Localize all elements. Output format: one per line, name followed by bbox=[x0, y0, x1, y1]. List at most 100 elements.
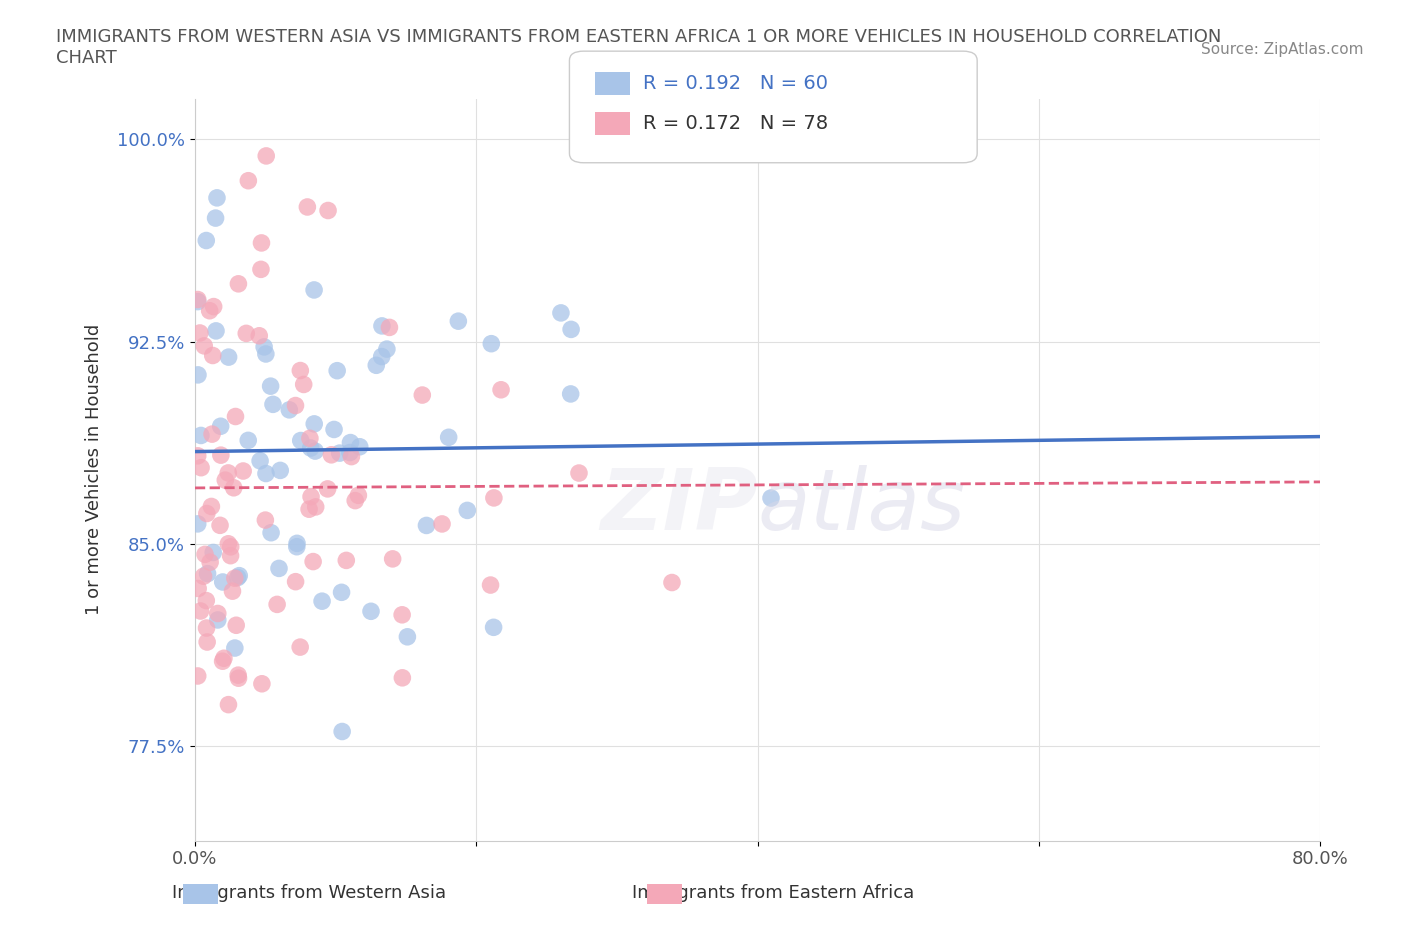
Point bbox=[302, 554, 325, 569]
Point bbox=[339, 435, 361, 450]
Point bbox=[228, 568, 250, 583]
Point bbox=[284, 574, 307, 589]
Point bbox=[188, 326, 211, 340]
Point bbox=[330, 585, 353, 600]
Point bbox=[207, 613, 229, 628]
Point bbox=[238, 433, 260, 448]
Point bbox=[447, 313, 470, 328]
Point bbox=[415, 518, 437, 533]
Point bbox=[568, 466, 591, 481]
Point bbox=[311, 593, 333, 608]
Point bbox=[195, 233, 218, 248]
Point bbox=[195, 593, 218, 608]
Point bbox=[254, 466, 277, 481]
Point bbox=[202, 299, 225, 314]
Point bbox=[201, 348, 224, 363]
Point bbox=[190, 604, 212, 618]
Point bbox=[232, 463, 254, 478]
Point bbox=[198, 555, 221, 570]
Point bbox=[316, 482, 339, 497]
Point bbox=[187, 516, 209, 531]
Point bbox=[193, 339, 215, 353]
Point bbox=[212, 651, 235, 666]
Point bbox=[411, 388, 433, 403]
Point bbox=[250, 235, 273, 250]
Point bbox=[259, 379, 281, 393]
Point bbox=[298, 502, 321, 517]
Point bbox=[479, 337, 502, 352]
Point bbox=[198, 303, 221, 318]
Point bbox=[290, 433, 312, 448]
Point bbox=[366, 358, 388, 373]
Point bbox=[396, 630, 419, 644]
Point bbox=[218, 350, 240, 365]
Point bbox=[285, 536, 308, 551]
Point bbox=[299, 441, 322, 456]
Point bbox=[254, 347, 277, 362]
Point bbox=[266, 597, 288, 612]
Point bbox=[247, 328, 270, 343]
Text: R = 0.192   N = 60: R = 0.192 N = 60 bbox=[643, 74, 828, 93]
Point bbox=[254, 512, 277, 527]
Point bbox=[221, 584, 243, 599]
Point bbox=[200, 499, 222, 514]
Point bbox=[278, 403, 301, 418]
Point bbox=[190, 460, 212, 475]
Point bbox=[285, 539, 308, 554]
Point bbox=[391, 607, 413, 622]
Point bbox=[217, 466, 239, 481]
Point bbox=[187, 669, 209, 684]
Point bbox=[195, 620, 218, 635]
Text: R = 0.172   N = 78: R = 0.172 N = 78 bbox=[643, 114, 828, 133]
Point bbox=[260, 525, 283, 540]
Text: Immigrants from Eastern Africa: Immigrants from Eastern Africa bbox=[633, 884, 914, 902]
Point bbox=[204, 211, 226, 226]
Point bbox=[560, 387, 582, 402]
Point bbox=[211, 575, 233, 590]
Point bbox=[250, 676, 273, 691]
Text: atlas: atlas bbox=[758, 465, 966, 549]
Point bbox=[228, 276, 250, 291]
Point bbox=[560, 322, 582, 337]
Point bbox=[187, 367, 209, 382]
Point bbox=[759, 491, 782, 506]
Point bbox=[194, 547, 217, 562]
Point bbox=[305, 499, 328, 514]
Point bbox=[302, 283, 325, 298]
Point bbox=[479, 578, 502, 592]
Point bbox=[326, 364, 349, 379]
Point bbox=[235, 326, 257, 340]
Point bbox=[187, 292, 209, 307]
Point bbox=[226, 668, 249, 683]
Point bbox=[222, 480, 245, 495]
Point bbox=[339, 445, 361, 460]
Point bbox=[482, 620, 505, 635]
Point bbox=[262, 397, 284, 412]
Point bbox=[211, 654, 233, 669]
Point bbox=[187, 581, 209, 596]
Point bbox=[316, 203, 339, 218]
Point bbox=[288, 640, 311, 655]
Point bbox=[187, 448, 209, 463]
Point bbox=[344, 493, 367, 508]
Point bbox=[207, 606, 229, 621]
Point bbox=[456, 503, 478, 518]
Point bbox=[391, 671, 413, 685]
Point bbox=[297, 200, 319, 215]
Point bbox=[299, 489, 322, 504]
Point bbox=[209, 518, 232, 533]
Point bbox=[550, 305, 572, 320]
Point bbox=[219, 539, 242, 554]
Point bbox=[238, 173, 260, 188]
Text: Immigrants from Western Asia: Immigrants from Western Asia bbox=[173, 884, 446, 902]
Point bbox=[225, 618, 247, 632]
Point bbox=[330, 724, 353, 739]
Point bbox=[360, 604, 382, 618]
Point bbox=[267, 561, 290, 576]
Point bbox=[228, 671, 250, 685]
Point bbox=[209, 418, 232, 433]
Point bbox=[217, 537, 239, 551]
Point bbox=[214, 472, 236, 487]
Point bbox=[375, 341, 398, 356]
Point bbox=[489, 382, 512, 397]
